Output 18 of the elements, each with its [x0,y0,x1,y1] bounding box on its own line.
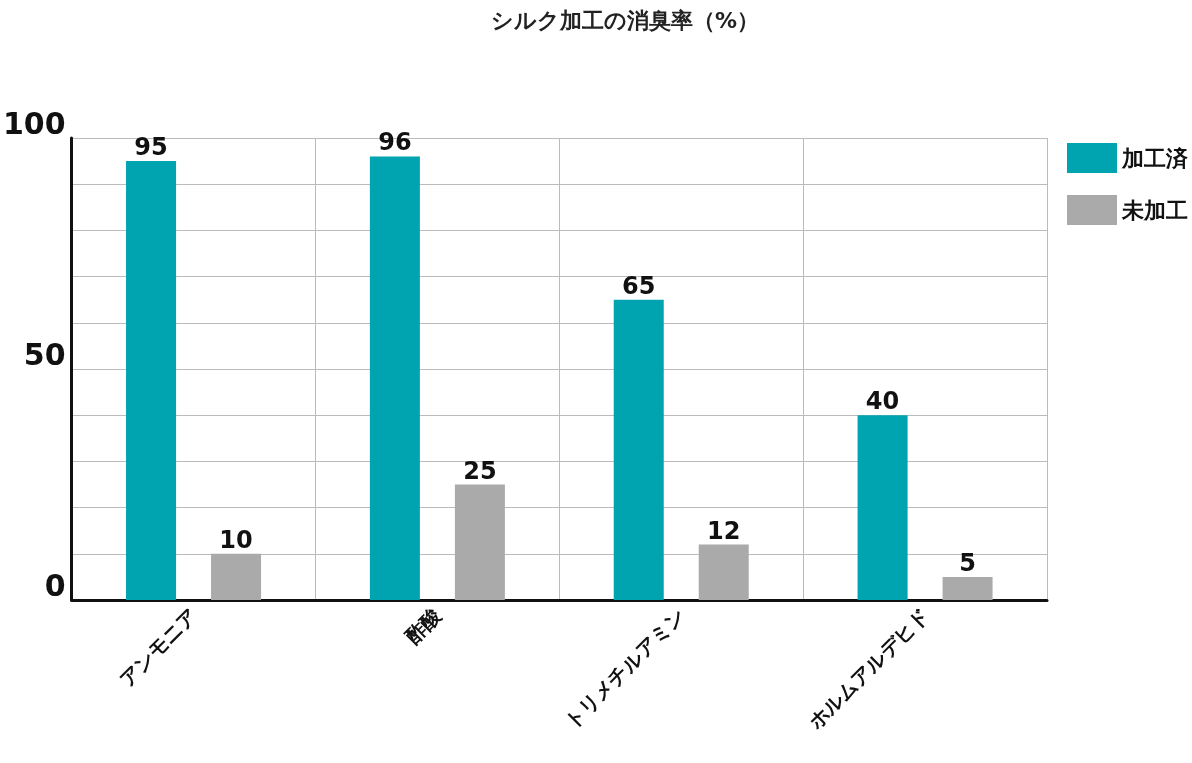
x-tick-label: ホルムアルデヒド [802,603,934,735]
y-tick-label: 0 [44,567,66,603]
data-label: 96 [378,128,412,157]
data-label: 5 [959,548,976,577]
data-label: 95 [134,133,168,162]
x-tick-label: 酢酸 [400,602,447,649]
x-tick-label: アンモニア [114,603,203,692]
data-label: 25 [463,456,497,485]
y-tick-label: 100 [3,105,66,141]
legend-label: 未加工 [1121,197,1188,223]
data-label: 65 [622,271,656,300]
data-label: 12 [707,516,741,545]
x-tick-label: トリメチルアミン [559,603,690,734]
data-label: 40 [865,387,900,416]
legend-label: 加工済 [1121,145,1189,171]
data-label: 10 [219,525,253,554]
y-tick-label: 50 [23,336,66,372]
chart-title: シルク加工の消臭率（%） [490,7,760,33]
